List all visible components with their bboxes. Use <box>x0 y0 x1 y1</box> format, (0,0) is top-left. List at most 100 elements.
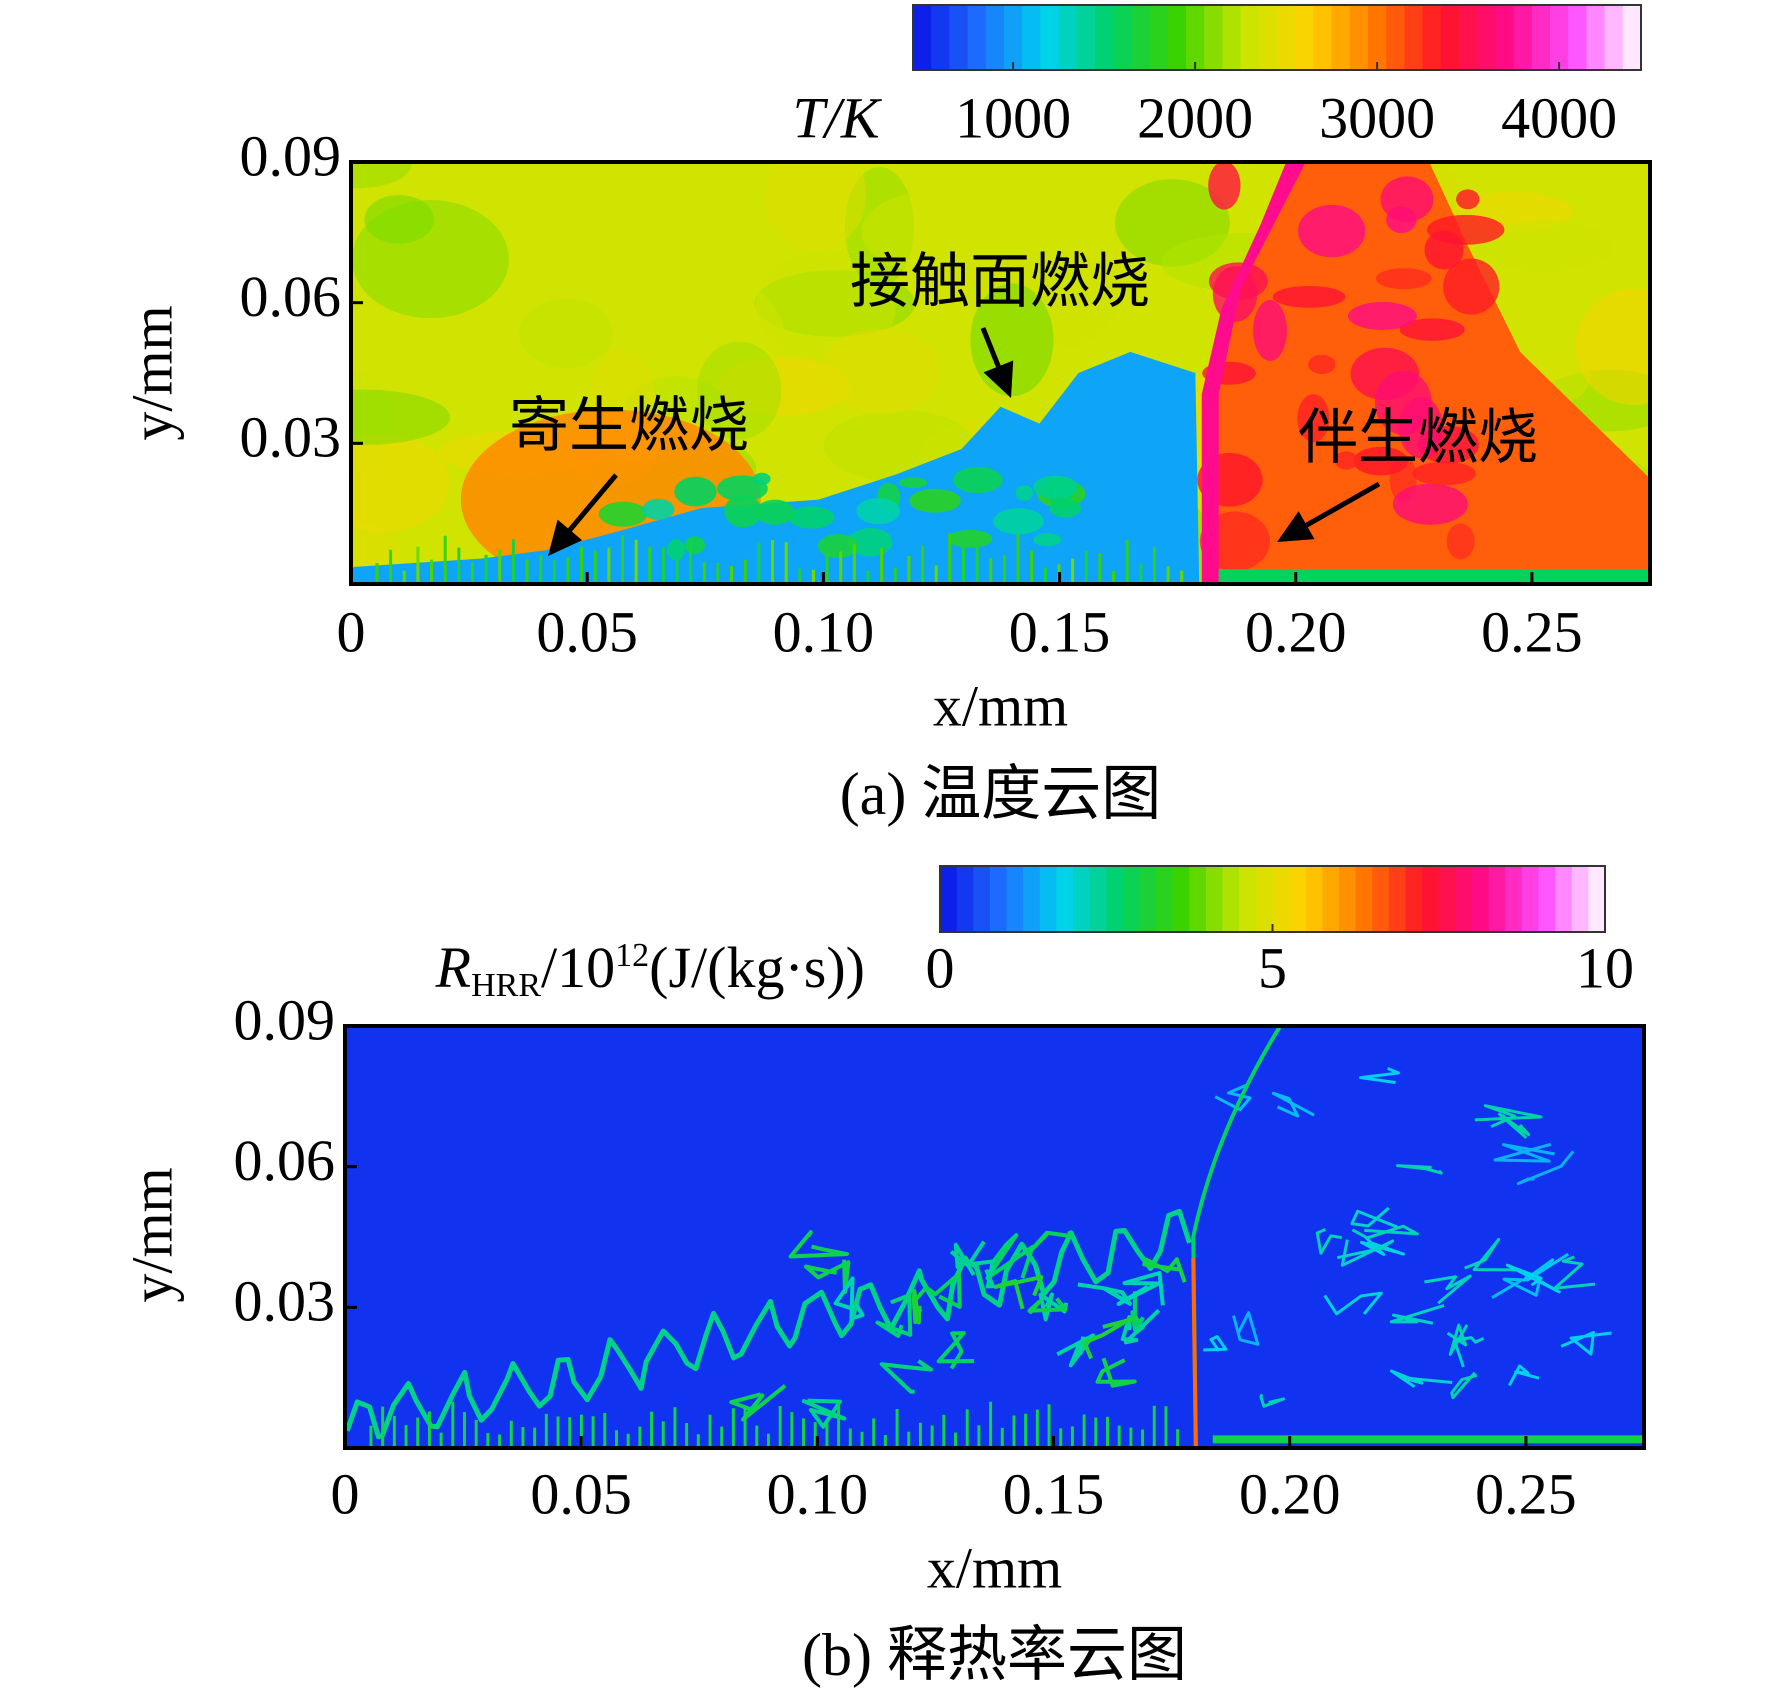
field-eddy <box>875 1293 913 1338</box>
field-eddy <box>1232 1311 1260 1346</box>
x-tick-label: 0.10 <box>773 599 875 664</box>
field-patch <box>861 191 1001 273</box>
field-eddy <box>1464 1237 1519 1272</box>
colorbar-band <box>1076 5 1096 70</box>
x-tick-label: 0.20 <box>1239 1461 1341 1526</box>
colorbar-band <box>989 866 1008 932</box>
field-patch <box>1298 204 1366 258</box>
colorbar-band <box>1438 866 1456 932</box>
colorbar-band <box>1495 5 1515 70</box>
field-eddy <box>1497 1112 1531 1139</box>
colorbar-band <box>1622 5 1642 70</box>
field-eddy <box>1056 1333 1096 1368</box>
y-axis-label: y/mm <box>119 305 184 440</box>
colorbar-band <box>1404 5 1424 70</box>
field-patch <box>1398 396 1443 459</box>
field-eddy <box>1493 1142 1555 1163</box>
colorbar-band <box>1040 5 1060 70</box>
colorbar-label: RHRR/1012(J/(kg·s)) <box>435 935 865 1003</box>
field-patch <box>993 508 1044 535</box>
colorbar-band <box>1604 5 1624 70</box>
field-patch <box>947 529 993 548</box>
colorbar-band <box>931 5 950 70</box>
field-front <box>1201 162 1306 584</box>
field-eddy <box>1336 1239 1395 1267</box>
colorbar-band <box>1186 5 1205 70</box>
colorbar-band <box>1305 866 1323 932</box>
colorbar-band <box>1022 5 1041 70</box>
colorbar-label-part: /10 <box>541 935 615 1000</box>
y-axis-label: y/mm <box>119 1167 184 1302</box>
colorbar-band <box>967 5 987 70</box>
colorbar-band <box>1039 866 1057 932</box>
field-eddy <box>1560 1331 1612 1356</box>
colorbar-band <box>1239 866 1257 932</box>
colorbar-band <box>949 5 969 70</box>
y-tick-label: 0.03 <box>240 405 342 470</box>
colorbar-band <box>1422 5 1442 70</box>
caption: (a) 温度云图 <box>840 761 1162 827</box>
colorbar-band <box>1339 866 1357 932</box>
x-axis-label: x/mm <box>927 1535 1062 1600</box>
field-eddy <box>1508 1364 1540 1387</box>
field-patch <box>667 539 686 561</box>
colorbar-band <box>1550 5 1569 70</box>
colorbar-tick-label: 4000 <box>1501 85 1617 150</box>
field-shock-front <box>1191 1026 1282 1448</box>
field-patch <box>820 329 940 415</box>
field-wall-layer <box>1218 569 1650 584</box>
colorbar-band <box>1189 866 1207 932</box>
field-cold-region <box>351 351 1200 584</box>
colorbar-label-part: R <box>435 935 471 1000</box>
annotation-arrowhead <box>548 519 583 556</box>
field-wall-layer <box>1212 1435 1644 1444</box>
caption: (b) 释热率云图 <box>802 1622 1187 1688</box>
colorbar-band <box>1095 5 1114 70</box>
y-tick-label: 0.03 <box>234 1269 336 1334</box>
x-tick-label: 0 <box>337 599 366 664</box>
colorbar-tick-label: 3000 <box>1319 85 1435 150</box>
colorbar-band <box>1258 5 1278 70</box>
field-patch <box>753 472 771 486</box>
colorbar-band <box>1477 5 1496 70</box>
colorbar-label-part: 12 <box>615 937 649 974</box>
colorbar-band <box>1505 866 1523 932</box>
field-eddy <box>1323 1291 1383 1316</box>
colorbar-band <box>1349 5 1369 70</box>
colorbar-band <box>1149 5 1169 70</box>
colorbar-band <box>1568 5 1587 70</box>
field-eddy <box>985 1233 1035 1281</box>
field-patch <box>519 298 614 368</box>
colorbar-band <box>1422 866 1440 932</box>
field-patch <box>1308 354 1336 375</box>
x-tick-label: 0.20 <box>1245 599 1347 664</box>
field-patch <box>1353 446 1409 476</box>
field-eddy <box>1389 1369 1453 1388</box>
field-patch <box>1334 451 1358 470</box>
field-eddy <box>1450 1371 1478 1400</box>
field-eddy <box>1358 1067 1400 1084</box>
field-eddy <box>1350 1206 1398 1229</box>
colorbar-band <box>1386 5 1405 70</box>
field-patch <box>1399 318 1465 341</box>
field-patch <box>1446 523 1475 560</box>
field-patch <box>642 498 675 520</box>
colorbar-band <box>1588 866 1606 932</box>
colorbar-band <box>1331 5 1351 70</box>
field-hot-region <box>1201 162 1650 584</box>
colorbar-band <box>1531 5 1551 70</box>
field-patch <box>856 497 901 525</box>
field-eddy <box>1424 1274 1472 1305</box>
annotation-arrow <box>980 327 1001 368</box>
colorbar-band <box>1521 866 1540 932</box>
field-patch <box>1033 475 1079 499</box>
field-patch <box>1272 285 1346 308</box>
field-patch <box>351 522 399 579</box>
annotation: 伴生燃烧 <box>1298 405 1538 471</box>
field <box>351 162 1650 584</box>
field-eddy <box>1026 1230 1073 1256</box>
field-eddy <box>1271 1091 1315 1118</box>
field-patch <box>1297 394 1330 443</box>
field-eddy <box>1095 1357 1137 1388</box>
